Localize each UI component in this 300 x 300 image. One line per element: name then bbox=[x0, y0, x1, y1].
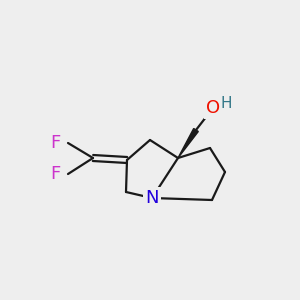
Text: H: H bbox=[220, 95, 232, 110]
Text: O: O bbox=[206, 99, 220, 117]
Text: F: F bbox=[50, 165, 60, 183]
Text: N: N bbox=[145, 189, 159, 207]
Polygon shape bbox=[178, 128, 198, 158]
Text: F: F bbox=[50, 134, 60, 152]
